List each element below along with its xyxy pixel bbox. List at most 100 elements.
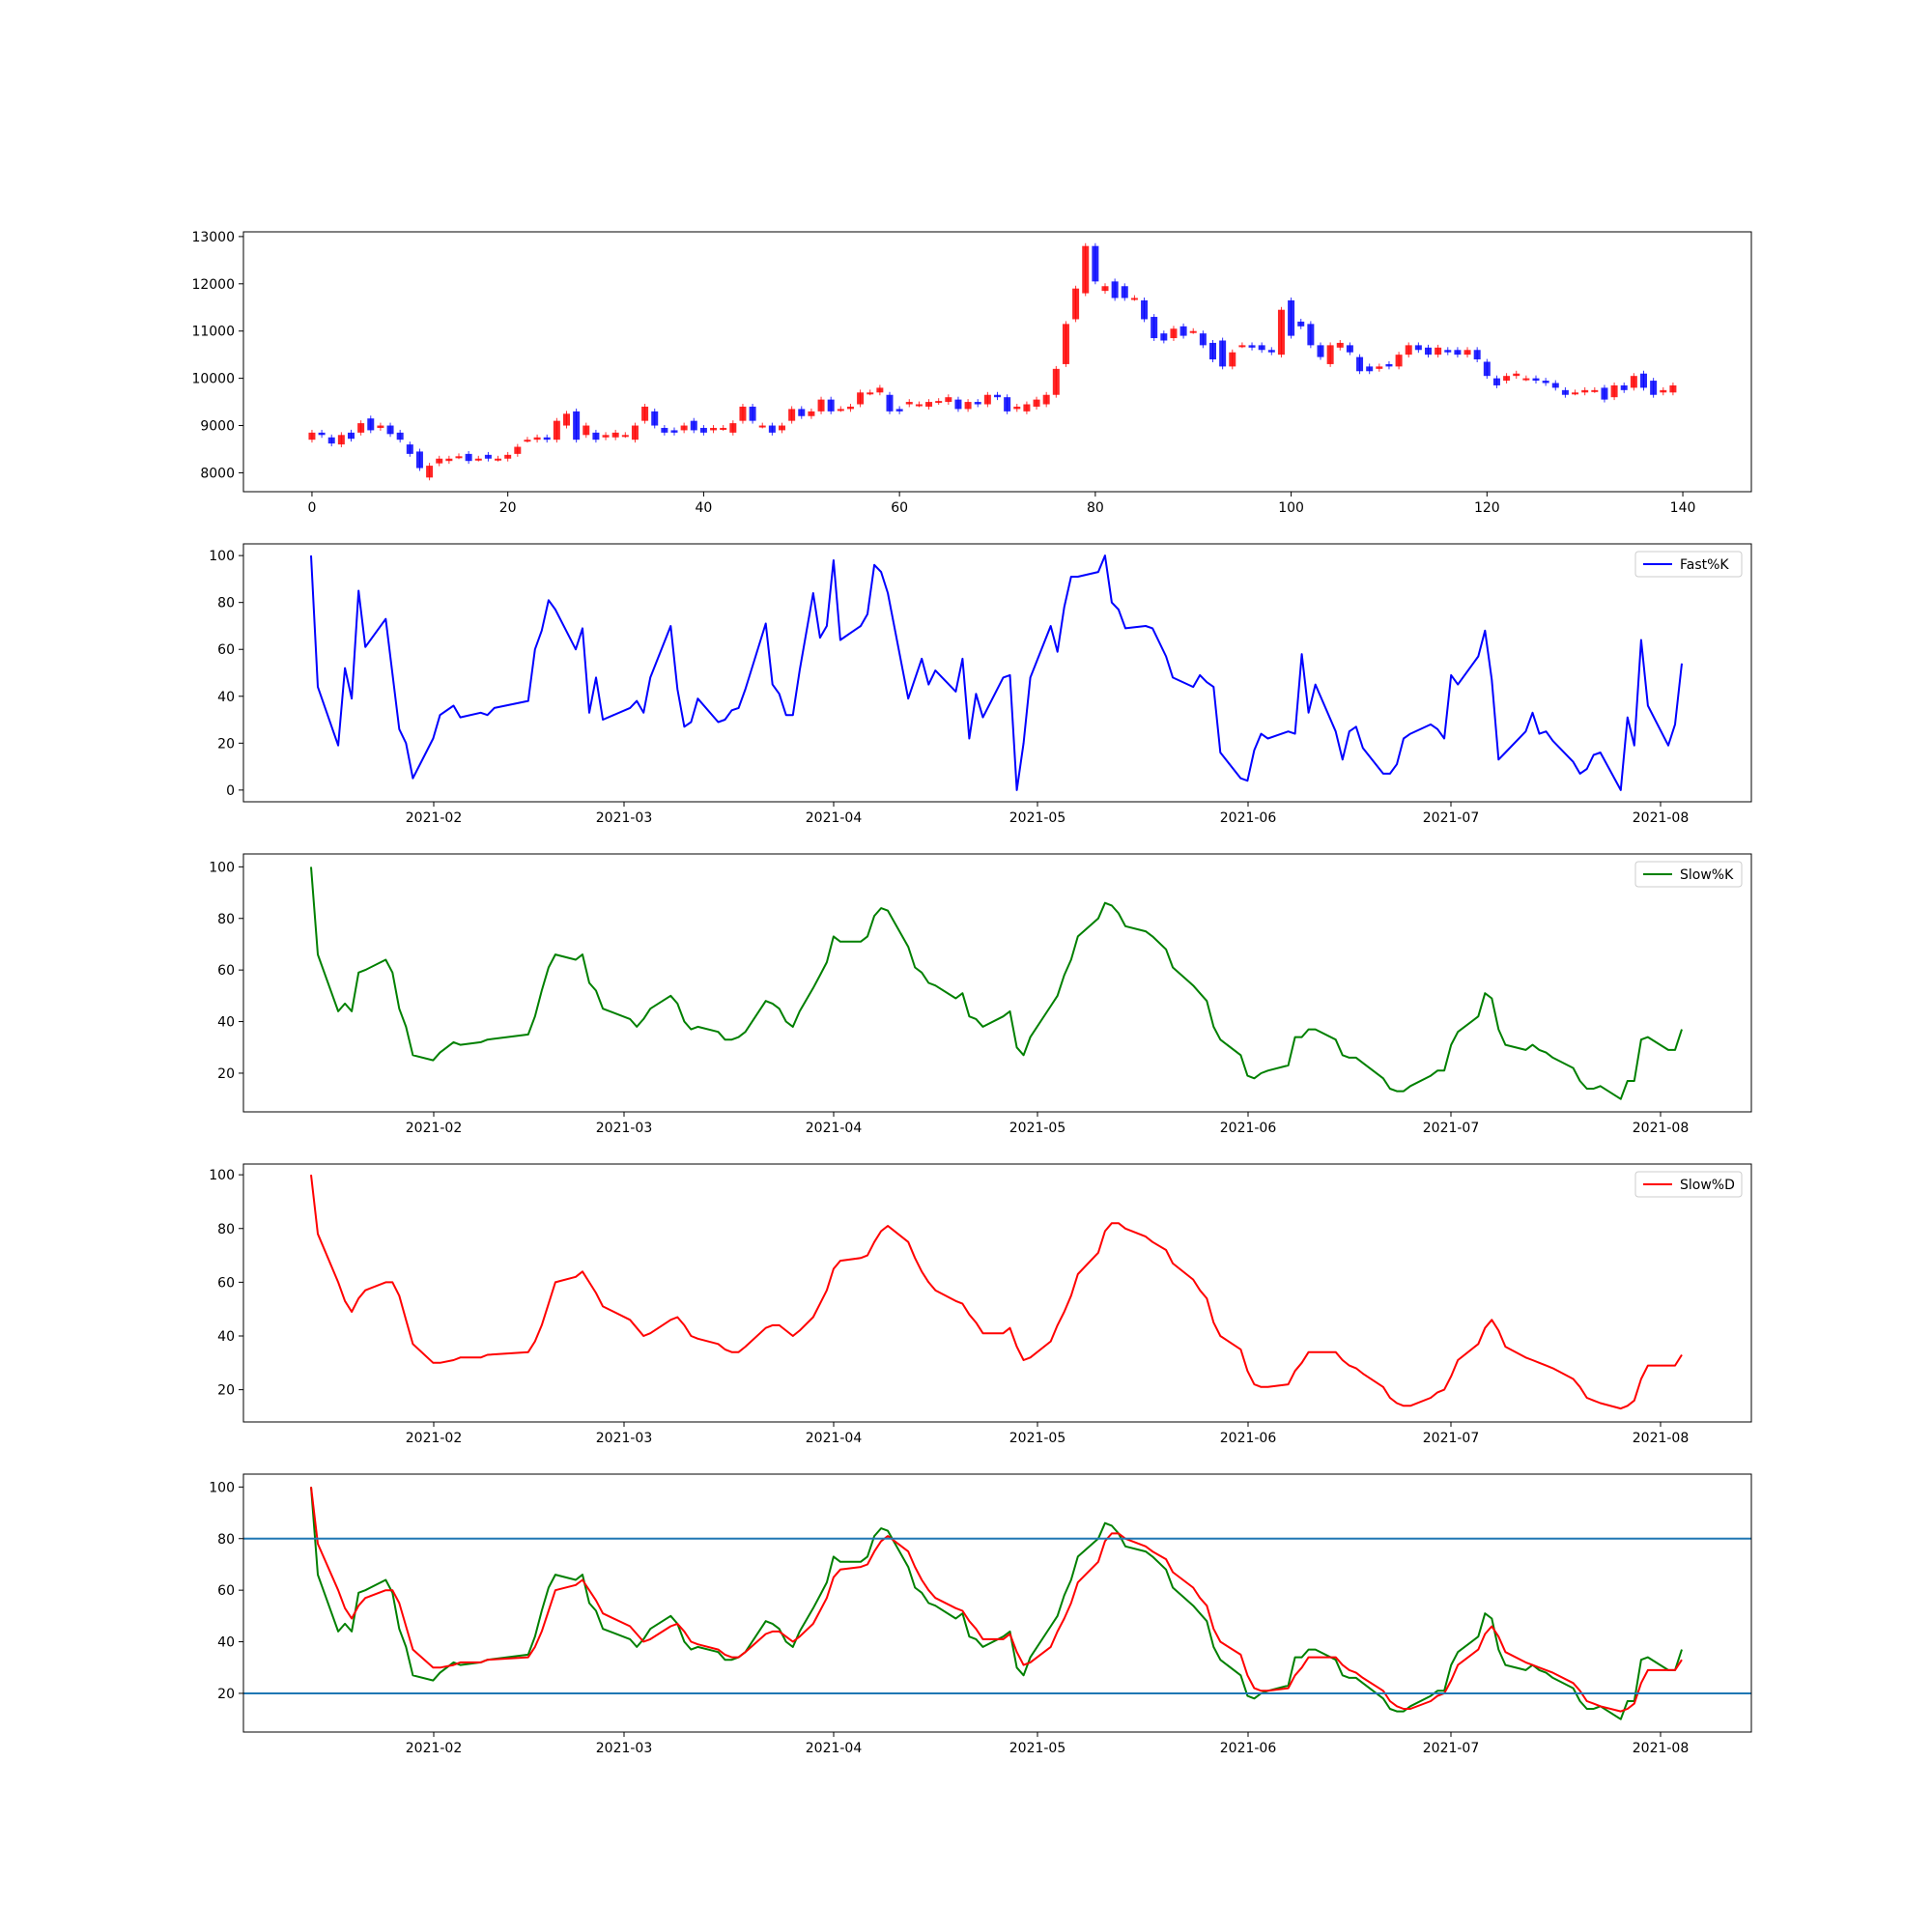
candle-body [1209,342,1216,360]
candle-body [699,427,707,433]
y-tick-label: 8000 [200,466,235,481]
y-tick-label: 20 [217,736,235,752]
candle-body [1376,366,1383,369]
slow-k-axes-frame [242,853,1752,1113]
x-tick-label: 2021-08 [1633,1431,1690,1446]
candle-body [1513,373,1520,377]
candle-body [1238,345,1246,348]
x-tick-label: 2021-05 [1009,1121,1066,1136]
candle-body [318,432,326,436]
candle-body [524,440,531,442]
y-tick-label: 13000 [191,230,235,245]
candle-body [1405,345,1412,355]
candle-body [1199,333,1207,346]
candle-body [1111,281,1119,298]
x-tick-label: 20 [499,500,517,516]
candle-body [563,413,570,426]
y-tick-label: 60 [217,1583,235,1599]
candle-body [954,399,962,410]
candle-body [641,406,649,421]
candle-body [1414,345,1422,351]
candle-body [1160,333,1168,341]
candle-body [1601,387,1608,400]
combined-slow-k-line [310,1487,1683,1720]
x-tick-label: 2021-03 [596,810,653,826]
x-tick-label: 2021-05 [1009,1741,1066,1756]
candle-body [1151,317,1158,339]
x-tick-label: 2021-08 [1633,810,1690,826]
candle-body [1522,378,1530,381]
candle-body [808,411,815,416]
slow-k-line [310,867,1683,1100]
candle-body [1082,245,1090,294]
candle-body [846,406,854,410]
x-tick-label: 2021-03 [596,1121,653,1136]
candle-body [611,432,619,438]
candle-body [504,454,512,459]
x-tick-label: 2021-03 [596,1741,653,1756]
legend-label: Slow%D [1680,1178,1735,1193]
candle-body [1141,299,1149,320]
candle-body [1062,324,1069,364]
candle-body [592,432,600,440]
legend-label: Fast%K [1680,557,1729,573]
x-tick-label: 2021-07 [1423,1741,1480,1756]
candle-body [1503,376,1511,382]
candle-body [1317,345,1324,357]
candle-body [1130,298,1138,300]
candle-body [895,409,903,412]
x-tick-label: 2021-07 [1423,1431,1480,1446]
candle-body [1650,381,1658,395]
x-tick-label: 2021-06 [1220,1431,1277,1446]
candle-body [749,406,756,421]
candle-body [582,425,590,436]
x-tick-label: 0 [307,500,316,516]
candle-body [1630,376,1637,388]
candlestick-axes-frame [242,231,1752,493]
x-tick-label: 2021-06 [1220,1741,1277,1756]
candle-body [406,444,413,454]
candle-body [1492,378,1500,385]
candle-body [1463,350,1471,355]
candle-body [621,435,629,438]
candle-body [1258,345,1265,351]
x-tick-label: 2021-02 [406,1741,463,1756]
candle-body [1473,350,1481,360]
candle-body [602,435,610,438]
candle-body [1179,326,1187,336]
candle-body [1092,245,1099,282]
slow-d-axes-frame [242,1163,1752,1423]
candle-body [573,411,581,440]
combined-slow-d-line [310,1487,1683,1713]
candle-body [631,425,639,440]
candle-body [680,425,688,431]
y-tick-label: 12000 [191,277,235,293]
candle-body [710,427,718,431]
candle-body [1444,350,1452,353]
candle-body [455,456,463,459]
y-tick-label: 60 [217,963,235,979]
candle-body [1101,286,1109,292]
candle-body [1610,384,1618,398]
candle-body [426,466,434,478]
candle-body [1660,389,1667,393]
x-tick-label: 2021-02 [406,1431,463,1446]
fast-k-line [310,554,1683,791]
candle-body [1072,288,1080,320]
candle-body [974,402,981,405]
x-tick-label: 2021-04 [806,810,863,826]
candle-body [1336,342,1344,348]
candle-body [1170,328,1178,339]
y-tick-label: 20 [217,1066,235,1082]
fast-k-panel: 0 20 40 60 80 100 2021-02 2021-03 2021-04 2021-05… [209,549,1743,826]
y-tick-label: 40 [217,690,235,705]
candle-body [377,425,384,428]
x-tick-label: 80 [1087,500,1104,516]
candle-body [1356,356,1364,372]
y-tick-label: 100 [209,1168,235,1183]
candle-body [1640,373,1647,388]
candle-body [1023,404,1031,412]
x-tick-label: 2021-04 [806,1741,863,1756]
legend-box [1634,551,1743,578]
slow-d-panel: 20 40 60 80 100 2021-02 2021-03 2021-04 2021-05 2… [209,1168,1743,1446]
